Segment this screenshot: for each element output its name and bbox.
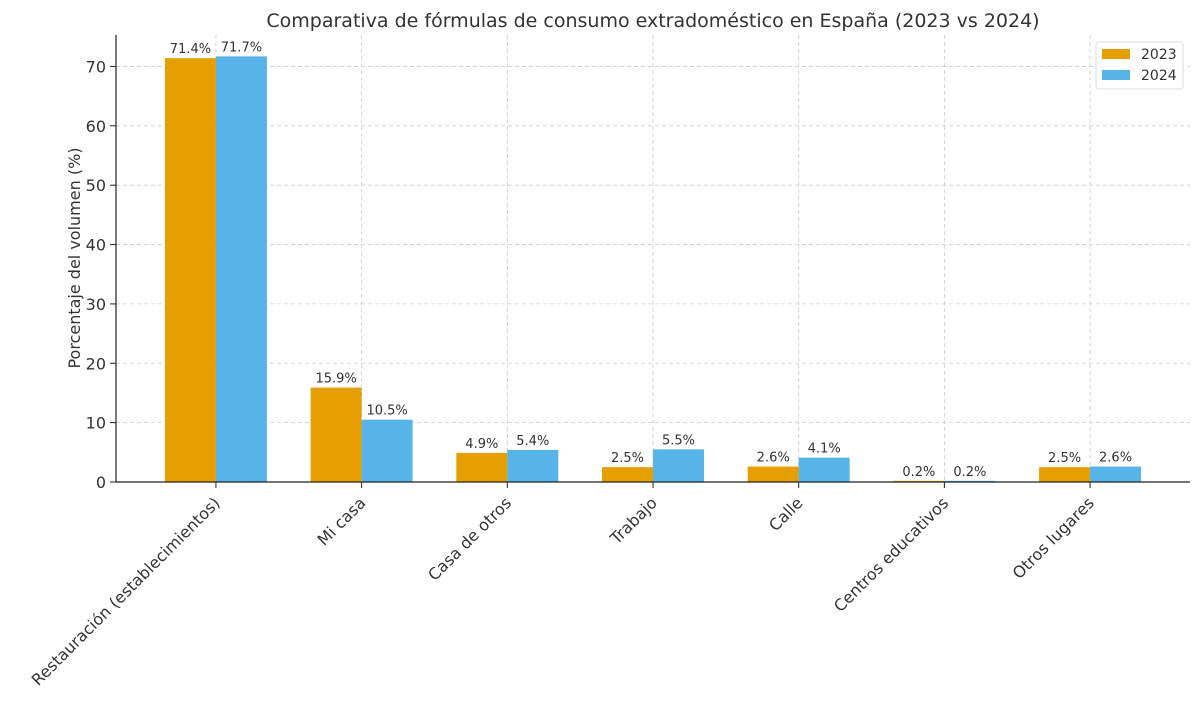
data-label: 2.5% <box>611 451 644 466</box>
data-label: 5.5% <box>662 433 695 448</box>
x-tick-label: Restauración (establecimientos) <box>28 493 224 689</box>
x-tick-label: Centros educativos <box>830 493 952 615</box>
data-label: 5.4% <box>516 434 549 449</box>
bars <box>164 56 1142 483</box>
data-label: 2.5% <box>1048 451 1081 466</box>
bar-2023 <box>164 58 216 482</box>
data-label: 15.9% <box>315 372 356 387</box>
data-label: 2.6% <box>1099 451 1132 466</box>
data-label: 0.2% <box>902 465 935 480</box>
data-label: 4.1% <box>808 442 841 457</box>
x-tick-label: Calle <box>765 493 807 535</box>
bar-2023 <box>602 467 653 482</box>
y-tick-label: 30 <box>86 295 106 314</box>
x-tick-label: Mi casa <box>314 493 370 549</box>
y-tick-label: 0 <box>96 473 106 492</box>
data-label: 0.2% <box>953 465 986 480</box>
y-tick-label: 70 <box>86 57 106 76</box>
data-label: 4.9% <box>465 437 498 452</box>
bar-2023 <box>310 387 362 482</box>
bar-2024 <box>653 449 704 482</box>
bar-2023 <box>1039 467 1091 482</box>
y-axis-label: Porcentaje del volumen (%) <box>65 147 84 368</box>
legend-label: 2023 <box>1141 47 1177 63</box>
data-labels: 71.4% 15.9% 4.9% 2.5% 2.6% 0.2% 2.5% 71.7% 10.5%… <box>170 40 1132 479</box>
bar-2024 <box>361 419 413 482</box>
y-tick-label: 50 <box>86 176 106 195</box>
y-tick-label: 40 <box>86 236 106 255</box>
x-tick-label: Casa de otros <box>424 493 515 584</box>
data-label: 71.7% <box>221 40 262 55</box>
legend-swatch <box>1102 70 1130 80</box>
bar-2024 <box>1090 466 1142 482</box>
y-tick-label: 10 <box>86 414 106 433</box>
grid <box>116 35 1190 483</box>
data-label: 10.5% <box>366 404 407 419</box>
legend-swatch <box>1102 49 1130 59</box>
y-tick-label: 60 <box>86 117 106 136</box>
bar-2024 <box>507 449 559 482</box>
bar-2024 <box>798 457 850 482</box>
x-tick-label: Otros lugares <box>1009 493 1098 582</box>
legend-label: 2024 <box>1141 68 1177 84</box>
bar-2023 <box>747 466 799 482</box>
bar-2024 <box>215 56 267 483</box>
data-label: 2.6% <box>757 451 790 466</box>
x-tick-label: Trabajo <box>606 493 661 548</box>
legend: 2023 2024 <box>1095 41 1184 90</box>
bar-2023 <box>456 452 508 482</box>
data-label: 71.4% <box>170 42 211 57</box>
chart-title: Comparativa de fórmulas de consumo extra… <box>266 10 1039 32</box>
y-tick-label: 20 <box>86 354 106 373</box>
